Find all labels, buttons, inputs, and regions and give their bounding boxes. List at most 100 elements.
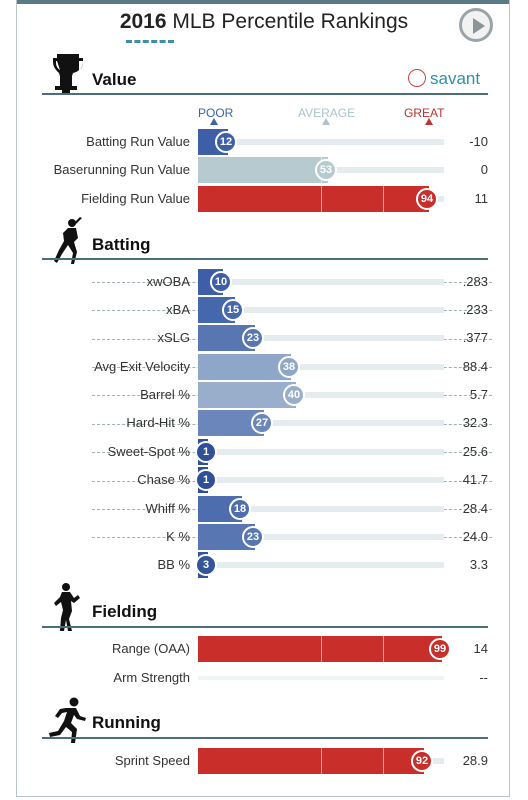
metric-value: -10 [469, 134, 488, 149]
metric-value: .377 [462, 330, 488, 345]
metric-label: Avg Exit Velocity [94, 359, 190, 374]
metric-value: 88.4 [462, 359, 488, 374]
metric-label: Fielding Run Value [81, 191, 190, 206]
section-title-fielding: Fielding [92, 602, 158, 621]
metric-row-bb[interactable]: BB % 3 3.3 [0, 552, 528, 578]
metric-label: Hard-Hit % [126, 415, 190, 430]
percentile-badge: 40 [283, 384, 305, 406]
top-accent-bar [16, 0, 510, 4]
metric-value: 25.6 [462, 444, 488, 459]
percentile-badge: 23 [242, 526, 264, 548]
metric-row-whiff[interactable]: Whiff % 18 28.4 [0, 496, 528, 522]
metric-row-baserunning-run-value[interactable]: Baserunning Run Value 53 0 [0, 157, 528, 183]
metric-value: 41.7 [462, 472, 488, 487]
bar-tick [383, 748, 384, 774]
percentile-badge: 15 [222, 299, 244, 321]
bar-tick [321, 186, 322, 212]
metric-row-avg-exit-velocity[interactable]: Avg Exit Velocity 38 88.4 [0, 354, 528, 380]
scale-average-arrow [322, 118, 330, 125]
percentile-badge: 12 [215, 131, 237, 153]
percentile-track [198, 449, 444, 455]
section-rule [42, 626, 488, 628]
percentile-badge: 99 [429, 638, 451, 660]
percentile-badge: 53 [315, 159, 337, 181]
metric-row-sweet-spot[interactable]: Sweet-Spot % 1 25.6 [0, 439, 528, 465]
scale-average: AVERAGE [298, 106, 356, 120]
metric-row-arm-strength[interactable]: Arm Strength -- [0, 665, 528, 691]
section-rule [42, 258, 488, 260]
percentile-badge: 10 [210, 271, 232, 293]
metric-value: 32.3 [462, 415, 488, 430]
metric-value: -- [479, 670, 488, 685]
section-title-batting: Batting [92, 235, 151, 254]
play-icon[interactable] [459, 8, 493, 42]
percentile-badge: 3 [195, 554, 217, 576]
percentile-track [198, 676, 444, 680]
metric-value: 28.9 [462, 753, 488, 768]
bar-tick [321, 748, 322, 774]
percentile-badge: 18 [229, 498, 251, 520]
fielder-icon [54, 582, 80, 637]
metric-label: xwOBA [146, 274, 190, 289]
metric-row-k[interactable]: K % 23 24.0 [0, 524, 528, 550]
metric-value: 5.7 [469, 387, 488, 402]
scale-great-arrow [425, 118, 433, 125]
metric-value: 3.3 [469, 557, 488, 572]
percentile-track [198, 562, 444, 568]
metric-label: Sweet-Spot % [107, 444, 190, 459]
metric-label: Whiff % [145, 501, 190, 516]
section-rule [42, 737, 488, 739]
metric-row-chase[interactable]: Chase % 1 41.7 [0, 467, 528, 493]
percentile-track [198, 420, 444, 426]
percentile-bar [198, 748, 424, 774]
metric-label: xSLG [157, 330, 190, 345]
metric-row-sprint-speed[interactable]: Sprint Speed 92 28.9 [0, 748, 528, 774]
scale-poor: POOR [198, 106, 234, 120]
metric-row-barrel[interactable]: Barrel % 40 5.7 [0, 382, 528, 408]
metric-row-batting-run-value[interactable]: Batting Run Value 12 -10 [0, 129, 528, 155]
percentile-track [198, 477, 444, 483]
percentile-track [198, 534, 444, 540]
metric-label: Sprint Speed [114, 753, 190, 768]
percentile-badge: 92 [411, 750, 433, 772]
percentile-badge: 38 [278, 356, 300, 378]
metric-value: 0 [480, 162, 488, 177]
percentile-badge: 23 [242, 327, 264, 349]
scale-poor-arrow [210, 118, 218, 125]
percentile-track [198, 392, 444, 398]
metric-row-xba[interactable]: xBA 15 .233 [0, 297, 528, 323]
metric-row-hard-hit[interactable]: Hard-Hit % 27 32.3 [0, 410, 528, 436]
percentile-badge: 1 [195, 469, 217, 491]
percentile-track [198, 506, 444, 512]
metric-row-xwoba[interactable]: xwOBA 10 .283 [0, 269, 528, 295]
percentile-bar [198, 382, 296, 408]
baseball-icon [408, 69, 426, 87]
percentile-badge: 1 [195, 441, 217, 463]
bar-tick [321, 636, 322, 662]
percentile-bar [198, 157, 328, 183]
percentile-track [198, 335, 444, 341]
savant-label: savant [430, 69, 481, 88]
metric-value: 14 [473, 641, 488, 656]
batter-icon [50, 217, 86, 270]
metric-row-fielding-run-value[interactable]: Fielding Run Value 94 11 [0, 186, 528, 212]
metric-row-xslg[interactable]: xSLG 23 .377 [0, 325, 528, 351]
metric-value: 24.0 [462, 529, 488, 544]
metric-label: Batting Run Value [86, 134, 190, 149]
metric-label: Range (OAA) [111, 641, 190, 656]
metric-label: Baserunning Run Value [53, 162, 190, 177]
metric-label: xBA [166, 302, 190, 317]
metric-value: .283 [462, 274, 488, 289]
metric-label: Arm Strength [113, 670, 190, 685]
bar-tick [383, 186, 384, 212]
card-frame [16, 0, 510, 797]
percentile-bar [198, 636, 442, 662]
section-rule [42, 93, 488, 95]
bar-tick [383, 636, 384, 662]
trophy-icon [52, 52, 84, 105]
runner-icon [46, 697, 86, 750]
percentile-badge: 27 [251, 412, 273, 434]
percentile-track [198, 139, 444, 145]
metric-row-range-oaa[interactable]: Range (OAA) 99 14 [0, 636, 528, 662]
metric-value: 28.4 [462, 501, 488, 516]
